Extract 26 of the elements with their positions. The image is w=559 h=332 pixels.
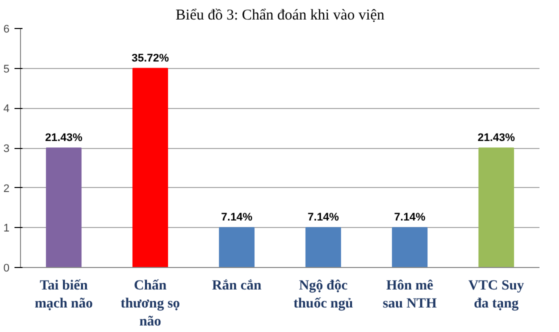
x-tick-label: Chấn thương sọ não: [120, 278, 180, 330]
chart-title: Biểu đồ 3: Chẩn đoán khi vào viện: [176, 8, 385, 24]
annotation: 7.14%: [394, 212, 426, 224]
x-tick-label: Hôn mê sau NTH: [382, 278, 437, 312]
x-tick-label: Rắn cắn: [212, 278, 262, 294]
bar: [46, 148, 82, 268]
annotation: 21.43%: [478, 132, 516, 144]
x-tick-label: Ngộ độc thuốc ngủ: [293, 278, 354, 312]
y-tick-label: 4: [3, 103, 10, 116]
annotation: 21.43%: [45, 132, 83, 144]
y-tick-label: 2: [3, 182, 10, 195]
x-tick-label: Tai biến mạch não: [34, 278, 93, 312]
bar: [392, 227, 428, 268]
annotation: 7.14%: [221, 212, 253, 224]
y-tick-label: 6: [3, 24, 10, 36]
y-tick-label: 0: [3, 262, 10, 274]
y-tick-label: 1: [3, 222, 10, 235]
y-tick-label: 5: [3, 63, 10, 76]
bar: [305, 227, 342, 268]
y-tick-label: 3: [3, 143, 10, 155]
annotation: 7.14%: [308, 212, 340, 224]
bar: [132, 68, 168, 268]
bar: [218, 227, 255, 268]
annotation: 35.72%: [132, 52, 170, 64]
bar: [478, 148, 514, 268]
x-tick-label: VTC Suy đa tạng: [468, 278, 524, 312]
